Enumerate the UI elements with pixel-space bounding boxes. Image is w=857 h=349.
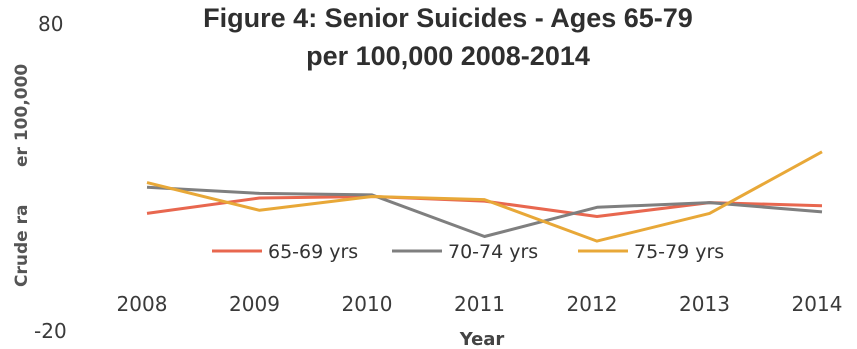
- y-tick-label-max: 80: [38, 12, 63, 36]
- x-tick-label: 2011: [454, 292, 505, 316]
- chart-title-line-1: Figure 4: Senior Suicides - Ages 65-79: [203, 3, 693, 33]
- x-tick-label: 2008: [117, 292, 168, 316]
- x-tick-labels: 2008 2009 2010 2011 2012 2013 2014: [117, 292, 843, 316]
- legend-label-0: 65-69 yrs: [268, 241, 358, 263]
- series-line-1: [146, 185, 823, 238]
- legend: 65-69 yrs 70-74 yrs 75-79 yrs: [212, 241, 724, 263]
- x-tick-label: 2013: [679, 292, 730, 316]
- legend-label-2: 75-79 yrs: [634, 241, 724, 263]
- y-tick-label-min: -20: [34, 319, 67, 343]
- x-tick-label: 2014: [792, 292, 843, 316]
- series-layer: [146, 150, 823, 243]
- x-tick-label: 2009: [229, 292, 280, 316]
- chart-title-line-2: per 100,000 2008-2014: [306, 41, 590, 71]
- x-tick-label: 2010: [342, 292, 393, 316]
- legend-label-1: 70-74 yrs: [448, 241, 538, 263]
- x-tick-label: 2012: [567, 292, 618, 316]
- y-axis-label-upper: er 100,000: [12, 64, 32, 167]
- x-axis-label: Year: [459, 329, 505, 349]
- y-axis-label-lower: Crude ra: [12, 205, 32, 287]
- series-line-2: [146, 150, 823, 243]
